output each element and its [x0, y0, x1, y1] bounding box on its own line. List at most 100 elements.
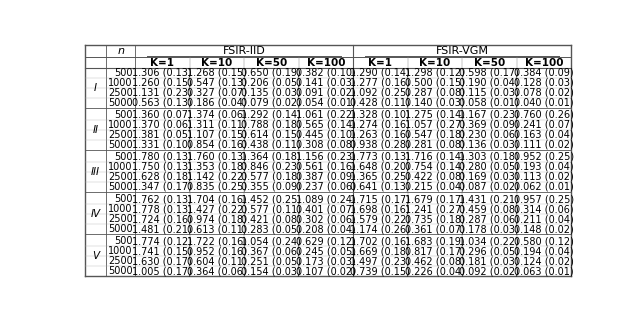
- Text: 2500: 2500: [108, 256, 132, 266]
- Text: 1000: 1000: [108, 204, 132, 214]
- Text: 5000: 5000: [108, 140, 132, 150]
- Text: 0.428 (0.11): 0.428 (0.11): [351, 98, 410, 108]
- Text: 1.260 (0.15): 1.260 (0.15): [132, 78, 192, 88]
- Text: 1.679 (0.17): 1.679 (0.17): [405, 194, 465, 204]
- Text: 500: 500: [114, 152, 132, 162]
- Text: 1.370 (0.06): 1.370 (0.06): [132, 120, 192, 130]
- Text: 0.835 (0.25): 0.835 (0.25): [187, 182, 247, 192]
- Text: 0.124 (0.02): 0.124 (0.02): [514, 256, 573, 266]
- Text: K=1: K=1: [368, 58, 392, 68]
- Text: 1000: 1000: [108, 246, 132, 256]
- Text: 1.174 (0.26): 1.174 (0.26): [350, 224, 410, 234]
- Text: 0.092 (0.02): 0.092 (0.02): [460, 266, 519, 276]
- Text: 0.230 (0.06): 0.230 (0.06): [460, 130, 519, 140]
- Text: 0.754 (0.14): 0.754 (0.14): [405, 162, 465, 172]
- Text: 0.445 (0.10): 0.445 (0.10): [296, 130, 356, 140]
- Text: 0.154 (0.03): 0.154 (0.03): [241, 266, 301, 276]
- Text: 0.577 (0.11): 0.577 (0.11): [241, 204, 301, 214]
- Text: 0.462 (0.08): 0.462 (0.08): [405, 256, 465, 266]
- Text: 0.251 (0.05): 0.251 (0.05): [241, 256, 301, 266]
- Text: 0.186 (0.04): 0.186 (0.04): [187, 98, 246, 108]
- Text: 0.421 (0.08): 0.421 (0.08): [241, 214, 301, 224]
- Text: 0.226 (0.04): 0.226 (0.04): [405, 266, 465, 276]
- Text: 0.938 (0.28): 0.938 (0.28): [351, 140, 410, 150]
- Text: 0.367 (0.06): 0.367 (0.06): [241, 246, 301, 256]
- Text: 500: 500: [114, 236, 132, 246]
- Text: 0.327 (0.07): 0.327 (0.07): [187, 88, 247, 98]
- Text: 0.650 (0.19): 0.650 (0.19): [241, 68, 301, 78]
- Text: 0.846 (0.23): 0.846 (0.23): [241, 162, 301, 172]
- Text: 0.079 (0.02): 0.079 (0.02): [241, 98, 301, 108]
- Text: 0.614 (0.15): 0.614 (0.15): [241, 130, 301, 140]
- Text: 1.263 (0.16): 1.263 (0.16): [351, 130, 410, 140]
- Text: 0.438 (0.11): 0.438 (0.11): [241, 140, 301, 150]
- Text: 0.148 (0.02): 0.148 (0.02): [514, 224, 573, 234]
- Text: 0.135 (0.03): 0.135 (0.03): [241, 88, 301, 98]
- Text: 1.156 (0.23): 1.156 (0.23): [296, 152, 356, 162]
- Text: 5000: 5000: [108, 182, 132, 192]
- Text: 1.669 (0.18): 1.669 (0.18): [351, 246, 410, 256]
- Text: 0.063 (0.01): 0.063 (0.01): [514, 266, 573, 276]
- Text: 0.136 (0.03): 0.136 (0.03): [460, 140, 519, 150]
- Text: V: V: [92, 251, 99, 261]
- Text: K=10: K=10: [201, 58, 232, 68]
- Text: K=50: K=50: [255, 58, 287, 68]
- Text: 0.280 (0.05): 0.280 (0.05): [460, 162, 519, 172]
- Text: 1.374 (0.06): 1.374 (0.06): [187, 110, 246, 120]
- Text: 1.702 (0.16): 1.702 (0.16): [350, 236, 410, 246]
- Text: 0.058 (0.01): 0.058 (0.01): [460, 98, 519, 108]
- Text: 0.141 (0.03): 0.141 (0.03): [296, 78, 356, 88]
- Text: 1.780 (0.13): 1.780 (0.13): [132, 152, 192, 162]
- Text: II: II: [93, 125, 99, 135]
- Text: 1.683 (0.19): 1.683 (0.19): [405, 236, 465, 246]
- Text: 0.206 (0.05): 0.206 (0.05): [241, 78, 301, 88]
- Text: 0.296 (0.05): 0.296 (0.05): [460, 246, 519, 256]
- Text: 1.724 (0.16): 1.724 (0.16): [132, 214, 192, 224]
- Text: 1.277 (0.16): 1.277 (0.16): [350, 78, 410, 88]
- Text: 0.369 (0.09): 0.369 (0.09): [460, 120, 519, 130]
- Text: III: III: [91, 167, 100, 177]
- Text: 0.565 (0.14): 0.565 (0.14): [296, 120, 356, 130]
- Text: 1.452 (0.25): 1.452 (0.25): [241, 194, 301, 204]
- Text: 1.481 (0.21): 1.481 (0.21): [132, 224, 192, 234]
- Text: 1.360 (0.07): 1.360 (0.07): [132, 110, 192, 120]
- Text: n: n: [117, 46, 124, 56]
- Text: 0.580 (0.12): 0.580 (0.12): [514, 236, 573, 246]
- Text: 0.401 (0.07): 0.401 (0.07): [296, 204, 356, 214]
- Text: 1.431 (0.21): 1.431 (0.21): [460, 194, 519, 204]
- Text: 1.579 (0.22): 1.579 (0.22): [350, 214, 410, 224]
- Text: 0.054 (0.01): 0.054 (0.01): [296, 98, 356, 108]
- Text: 1000: 1000: [108, 120, 132, 130]
- Text: 1.275 (0.14): 1.275 (0.14): [404, 110, 465, 120]
- Text: 0.111 (0.02): 0.111 (0.02): [514, 140, 573, 150]
- Text: 0.078 (0.02): 0.078 (0.02): [514, 88, 573, 98]
- Text: 0.854 (0.16): 0.854 (0.16): [187, 140, 246, 150]
- Text: 1.034 (0.22): 1.034 (0.22): [460, 236, 519, 246]
- Text: FSIR-VGM: FSIR-VGM: [436, 46, 488, 56]
- Text: 0.169 (0.03): 0.169 (0.03): [460, 172, 519, 182]
- Text: 1.303 (0.18): 1.303 (0.18): [460, 152, 519, 162]
- Text: 0.208 (0.04): 0.208 (0.04): [296, 224, 356, 234]
- Text: 0.287 (0.06): 0.287 (0.06): [460, 214, 519, 224]
- Text: 1.274 (0.16): 1.274 (0.16): [350, 120, 410, 130]
- Text: 1.628 (0.18): 1.628 (0.18): [132, 172, 192, 182]
- Text: 0.040 (0.01): 0.040 (0.01): [514, 98, 573, 108]
- Text: 0.281 (0.08): 0.281 (0.08): [405, 140, 465, 150]
- Text: 0.384 (0.09): 0.384 (0.09): [514, 68, 573, 78]
- Text: 1.762 (0.13): 1.762 (0.13): [132, 194, 192, 204]
- Text: K=1: K=1: [150, 58, 174, 68]
- Text: 0.952 (0.16): 0.952 (0.16): [187, 246, 247, 256]
- Text: 0.957 (0.25): 0.957 (0.25): [514, 194, 574, 204]
- Text: IV: IV: [91, 209, 100, 219]
- Text: 1.364 (0.18): 1.364 (0.18): [241, 152, 301, 162]
- Text: 0.115 (0.03): 0.115 (0.03): [460, 88, 519, 98]
- Text: 1.760 (0.13): 1.760 (0.13): [187, 152, 246, 162]
- Text: 0.302 (0.06): 0.302 (0.06): [296, 214, 356, 224]
- Text: 1.381 (0.05): 1.381 (0.05): [132, 130, 192, 140]
- Text: 1000: 1000: [108, 78, 132, 88]
- Text: 0.308 (0.08): 0.308 (0.08): [296, 140, 356, 150]
- Text: 1.648 (0.20): 1.648 (0.20): [351, 162, 410, 172]
- Text: 0.211 (0.04): 0.211 (0.04): [514, 214, 573, 224]
- Text: 2500: 2500: [108, 130, 132, 140]
- Text: 0.091 (0.02): 0.091 (0.02): [296, 88, 356, 98]
